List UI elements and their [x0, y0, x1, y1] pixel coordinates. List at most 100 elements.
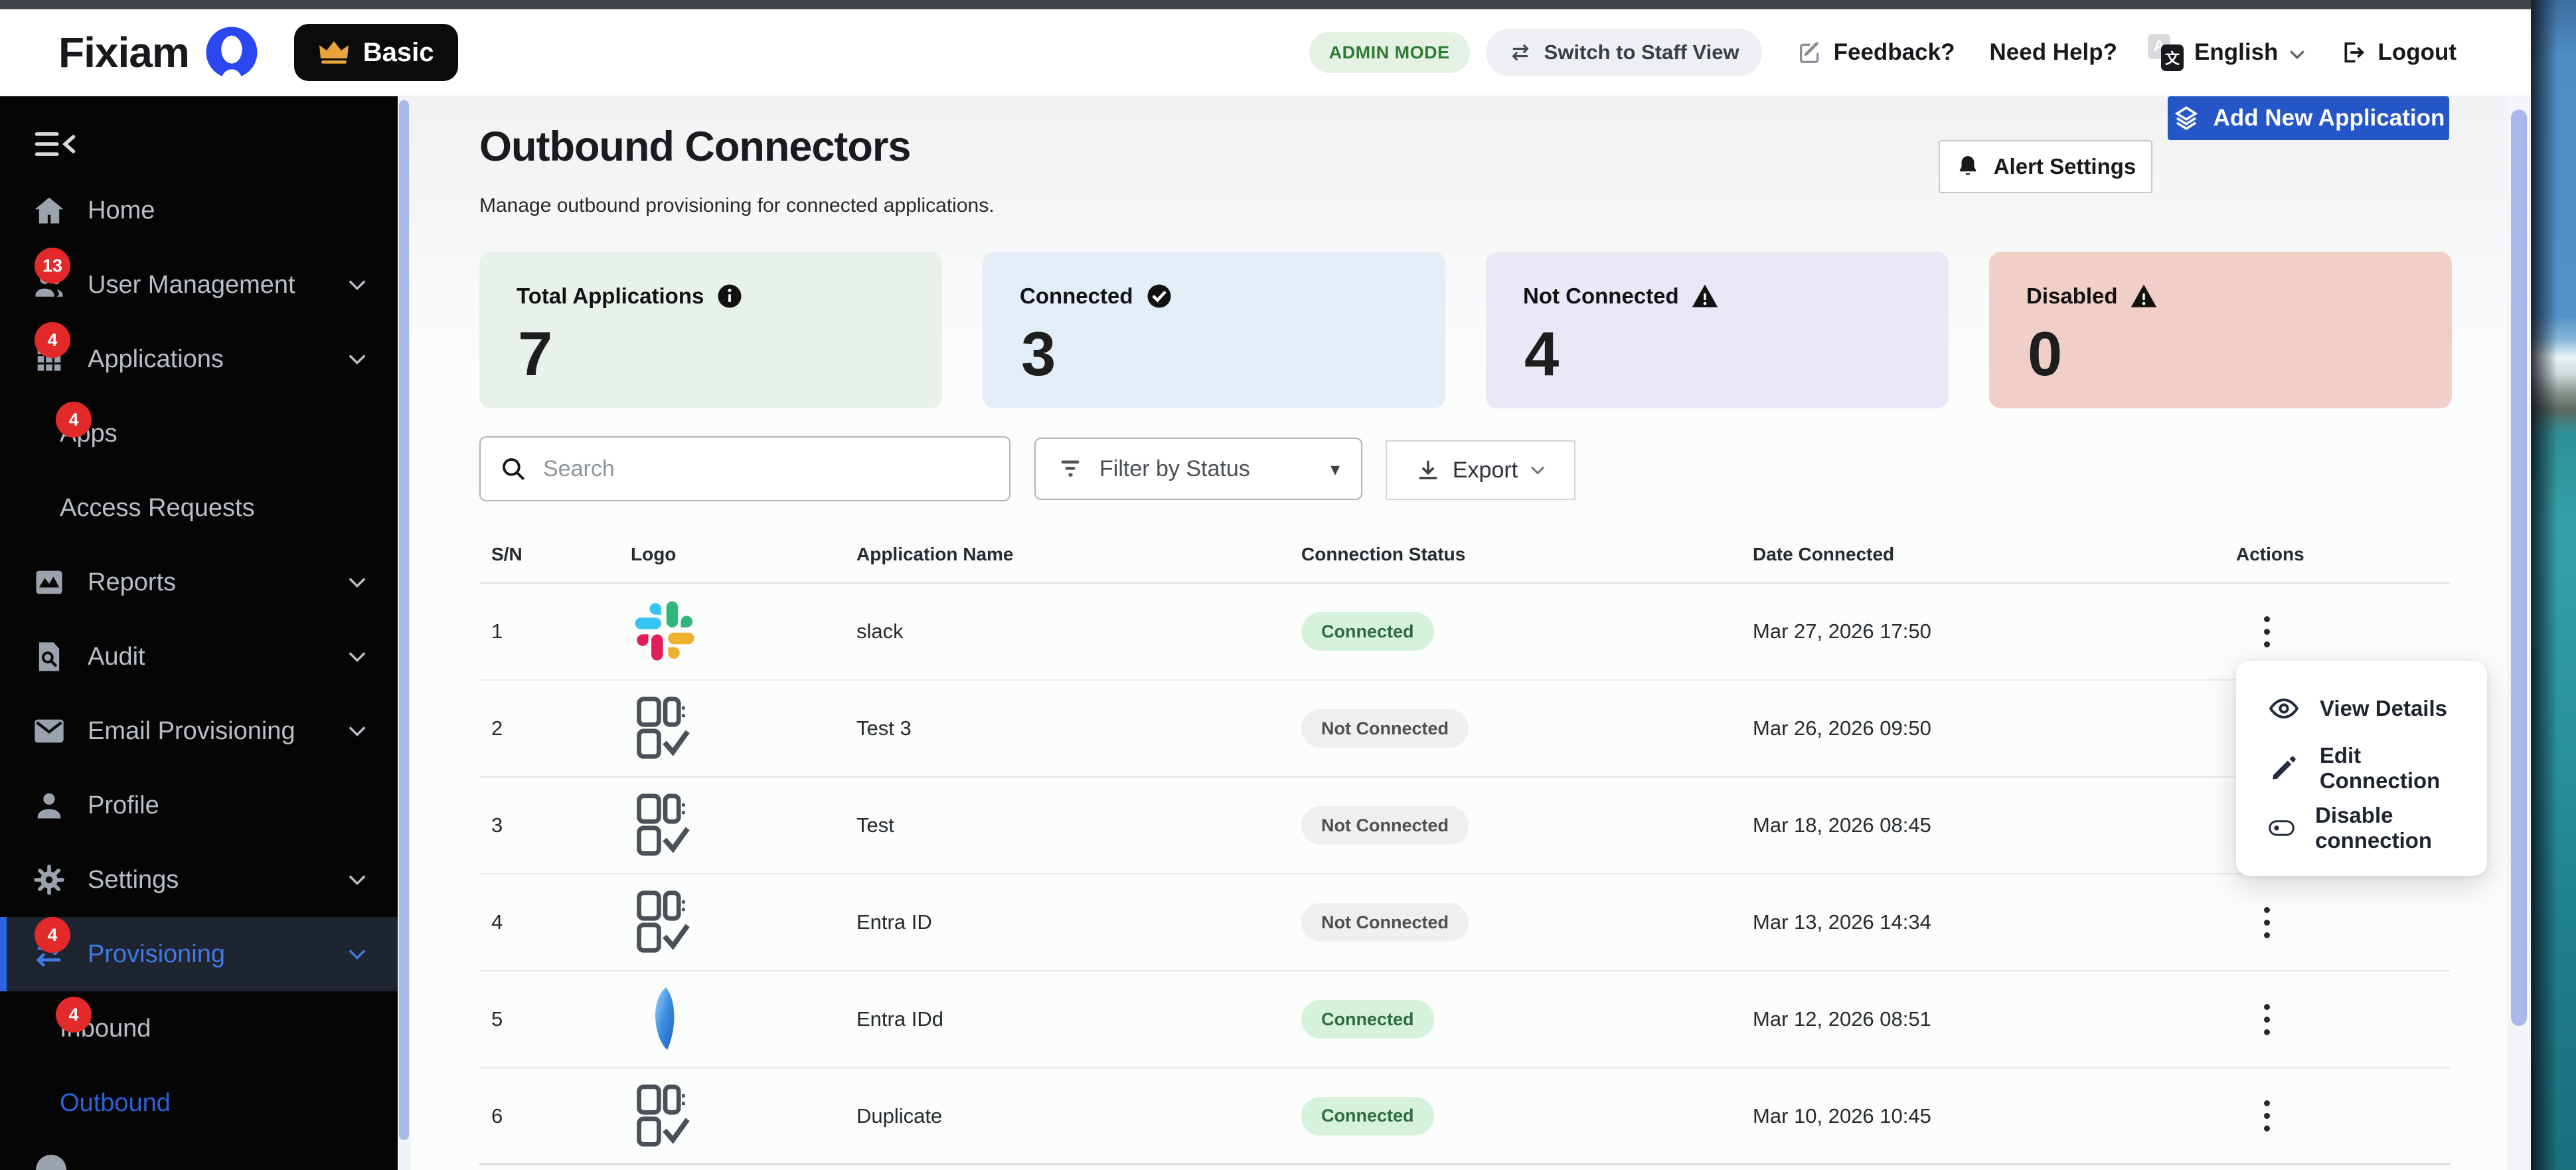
feedback-link[interactable]: Feedback? — [1797, 39, 1955, 66]
home-icon — [32, 193, 66, 228]
cell-sn: 1 — [491, 620, 503, 643]
top-header: Fixiam Basic ADMIN MODE Switch to Staff … — [0, 9, 2531, 96]
column-header: S/N — [491, 544, 523, 564]
cell-sn: 4 — [491, 910, 503, 934]
sidebar-item-label: Reports — [88, 568, 177, 596]
layers-icon — [2174, 106, 2198, 130]
sidebar-item-inbound[interactable]: 4 Inbound — [0, 991, 398, 1066]
sidebar-scrollbar[interactable] — [398, 96, 410, 1170]
table-row: 4 Entra ID Not Connected Mar 13, 2026 14:34 — [479, 875, 2450, 971]
sidebar-item-access-requests[interactable]: Access Requests — [0, 471, 398, 545]
sidebar-item-label: Settings — [88, 865, 179, 894]
notification-badge: 4 — [56, 997, 92, 1033]
cell-date-connected: Mar 13, 2026 14:34 — [1753, 910, 1931, 934]
sidebar-item-provisioning[interactable]: 4 Provisioning — [0, 917, 398, 991]
column-header: Connection Status — [1301, 544, 1466, 564]
audit-icon — [32, 639, 66, 674]
row-actions-kebab-button[interactable] — [2248, 896, 2285, 949]
chevron-down-icon — [347, 576, 367, 589]
chevron-down-icon — [347, 948, 367, 961]
content-scrollbar[interactable] — [2507, 96, 2531, 1170]
menu-item-disable-connection[interactable]: Disable connection — [2236, 798, 2487, 858]
sidebar-item-email-provisioning[interactable]: Email Provisioning — [0, 694, 398, 768]
mail-icon — [32, 714, 66, 748]
menu-item-view-details[interactable]: View Details — [2236, 679, 2487, 738]
status-badge: Not Connected — [1301, 903, 1469, 942]
stat-card-header: Total Applications — [517, 282, 942, 310]
chevron-down-icon — [1531, 466, 1545, 475]
search-box — [479, 436, 1010, 501]
status-badge: Connected — [1301, 612, 1434, 651]
eye-icon — [2268, 693, 2300, 724]
notification-badge: 4 — [35, 322, 70, 358]
dropdown-caret-icon: ▾ — [1330, 458, 1340, 479]
table-row: 3 Test Not Connected Mar 18, 2026 08:45 — [479, 778, 2450, 875]
need-help-link[interactable]: Need Help? — [1989, 39, 2118, 65]
sidebar-scrollbar-thumb[interactable] — [399, 100, 409, 1140]
column-header: Actions — [2236, 544, 2304, 564]
sidebar-item-audit[interactable]: Audit — [0, 620, 398, 694]
sidebar-item-home[interactable]: Home — [0, 173, 398, 248]
chevron-down-icon — [2289, 39, 2306, 66]
chevron-down-icon — [347, 724, 367, 738]
sidebar-item-user-management[interactable]: 13 User Management — [0, 248, 398, 322]
sidebar-item-settings[interactable]: Settings — [0, 843, 398, 917]
switch-to-staff-view-button[interactable]: Switch to Staff View — [1485, 29, 1762, 76]
column-header: Logo — [631, 544, 677, 564]
menu-item-label: View Details — [2320, 696, 2447, 720]
logout-button[interactable]: Logout — [2340, 39, 2456, 66]
menu-item-label: Edit Connection — [2319, 743, 2441, 793]
search-input[interactable] — [543, 456, 991, 482]
person-icon — [32, 788, 66, 823]
chevron-down-icon — [347, 353, 367, 366]
table-row: 1 slack Connected Mar 27, 2026 17:50 — [479, 584, 2450, 681]
stat-card-disabled: Disabled 0 — [1989, 252, 2452, 408]
generic-logo-icon — [631, 791, 700, 860]
stat-card-value: 4 — [1524, 319, 1560, 388]
sidebar-collapse-button[interactable] — [33, 127, 77, 161]
cell-date-connected: Mar 12, 2026 08:51 — [1753, 1007, 1931, 1031]
add-new-application-button[interactable]: Add New Application — [2168, 96, 2449, 140]
desktop-wallpaper — [2531, 0, 2576, 1170]
filter-by-status-dropdown[interactable]: Filter by Status ▾ — [1034, 438, 1362, 500]
content-scrollbar-thumb[interactable] — [2511, 110, 2527, 1026]
notification-badge: 13 — [35, 248, 70, 284]
alert-settings-button[interactable]: Alert Settings — [1939, 140, 2152, 193]
cell-date-connected: Mar 27, 2026 17:50 — [1753, 620, 1931, 643]
window-top-strip — [0, 0, 2531, 9]
cell-application-name: Test 3 — [856, 716, 912, 740]
row-actions-menu: View Details Edit Connection Disable conne… — [2236, 661, 2487, 876]
pencil-icon — [2268, 752, 2300, 784]
gear-icon — [32, 863, 66, 897]
generic-logo-icon — [631, 694, 700, 763]
main-content: Add New Application Outbound Connectors … — [410, 96, 2531, 1170]
header-actions: ADMIN MODE Switch to Staff View Feedback… — [1309, 9, 2456, 96]
sidebar-item-reports[interactable]: Reports — [0, 545, 398, 620]
row-actions-kebab-button[interactable] — [2248, 993, 2285, 1046]
plan-label: Basic — [362, 37, 434, 67]
sidebar-item-label: Access Requests — [60, 493, 255, 522]
table-row: 6 Duplicate Connected Mar 10, 2026 10:45 — [479, 1068, 2450, 1165]
sidebar-item-label: Provisioning — [88, 940, 225, 968]
sidebar-partial-item-icon — [36, 1155, 66, 1170]
table-header: S/N Logo Application Name Connection Status… — [479, 527, 2450, 584]
export-button[interactable]: Export — [1386, 440, 1575, 500]
sidebar-item-outbound[interactable]: Outbound — [0, 1066, 398, 1140]
menu-item-edit-connection[interactable]: Edit Connection — [2236, 738, 2487, 798]
sidebar-item-profile[interactable]: Profile — [0, 768, 398, 843]
cell-application-name: Entra ID — [856, 910, 932, 934]
sidebar-item-label: Email Provisioning — [88, 716, 295, 745]
cell-date-connected: Mar 18, 2026 08:45 — [1753, 813, 1931, 837]
sidebar-item-apps[interactable]: 4 Apps — [0, 396, 398, 471]
download-icon — [1419, 460, 1437, 479]
row-actions-kebab-button[interactable] — [2248, 1090, 2285, 1143]
stat-card-value: 0 — [2028, 319, 2063, 388]
row-actions-kebab-button[interactable] — [2248, 605, 2285, 658]
sidebar-item-label: Profile — [88, 791, 159, 819]
sidebar-item-applications[interactable]: 4 Applications — [0, 322, 398, 396]
notification-badge: 4 — [35, 917, 70, 953]
feedback-pencil-icon — [1799, 42, 1818, 63]
status-badge: Not Connected — [1301, 709, 1469, 748]
